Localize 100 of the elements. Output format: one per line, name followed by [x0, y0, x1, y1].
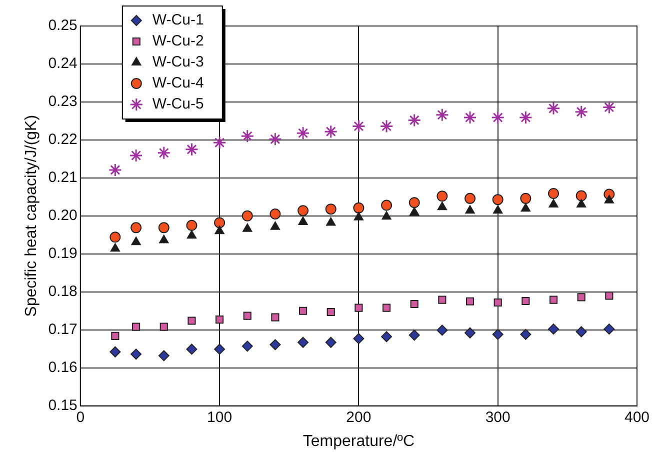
point [408, 197, 420, 208]
point [296, 126, 310, 140]
point [131, 236, 141, 246]
point [492, 328, 504, 340]
y-tick-label: 0.15 [48, 396, 78, 414]
point [438, 296, 446, 304]
x-tick-label: 300 [485, 408, 510, 426]
point [548, 188, 560, 199]
point [160, 322, 168, 331]
point [410, 300, 418, 308]
point [576, 199, 586, 208]
point [463, 110, 477, 124]
point [520, 192, 532, 204]
point [298, 205, 309, 216]
point [129, 148, 143, 162]
point [520, 203, 531, 212]
point [325, 336, 336, 348]
point [110, 232, 121, 243]
legend-label: W-Cu-1 [152, 12, 204, 29]
point [159, 234, 169, 244]
point [132, 322, 140, 331]
point [214, 344, 226, 355]
point [299, 306, 308, 315]
point [494, 298, 502, 307]
point [216, 316, 224, 324]
point [382, 211, 392, 220]
x-tick-label: 0 [76, 408, 85, 426]
point [549, 296, 558, 304]
point [522, 296, 530, 306]
point [158, 350, 170, 362]
x-tick-label: 400 [624, 408, 650, 426]
point [518, 110, 532, 124]
point [186, 344, 198, 355]
y-tick-label: 0.18 [48, 283, 78, 300]
y-tick-label: 0.16 [48, 358, 78, 376]
y-tick-label: 0.20 [48, 207, 78, 224]
x-axis-title: Temperature/ºC [302, 432, 415, 450]
point [546, 102, 560, 116]
point [380, 120, 394, 134]
point [186, 230, 197, 239]
point [212, 136, 226, 150]
y-tick-label: 0.17 [48, 320, 78, 338]
point [436, 190, 448, 202]
point [466, 297, 474, 306]
point [576, 326, 587, 338]
x-tick-label: 100 [207, 408, 232, 426]
point [605, 292, 614, 300]
point [268, 132, 282, 146]
point [158, 222, 170, 234]
point [576, 190, 587, 202]
point [408, 330, 420, 341]
point [354, 212, 364, 220]
point [214, 226, 224, 234]
point [382, 304, 391, 312]
point [270, 208, 281, 220]
point [548, 324, 560, 335]
point [491, 110, 505, 124]
legend-label: W-Cu-5 [152, 96, 204, 113]
point [326, 217, 336, 226]
point [243, 312, 252, 320]
point [435, 108, 449, 122]
point [354, 304, 363, 312]
y-tick-label: 0.21 [48, 169, 78, 186]
point [240, 129, 254, 143]
point [381, 200, 392, 211]
point [130, 222, 142, 234]
y-tick-label: 0.23 [48, 93, 78, 110]
point [298, 336, 309, 348]
legend-label: W-Cu-2 [152, 32, 204, 50]
point [184, 142, 198, 156]
point [298, 216, 308, 225]
point [188, 316, 196, 325]
x-tick-label: 200 [346, 408, 372, 426]
point [130, 348, 142, 360]
point [548, 199, 558, 208]
point [436, 324, 448, 336]
y-tick-label: 0.24 [48, 55, 78, 72]
point [410, 206, 420, 216]
point [352, 120, 366, 134]
point [604, 324, 615, 335]
point [353, 202, 364, 214]
point [157, 146, 171, 160]
point [270, 221, 280, 230]
point [324, 124, 338, 138]
point [381, 331, 392, 342]
point [108, 163, 122, 177]
point [242, 210, 253, 222]
point [186, 220, 198, 231]
point [214, 217, 226, 228]
y-tick-label: 0.19 [48, 245, 78, 262]
point [492, 194, 504, 206]
point [602, 100, 616, 114]
point [520, 328, 532, 340]
point [242, 340, 253, 352]
y-tick-label: 0.25 [48, 17, 78, 34]
point [577, 293, 586, 302]
point [242, 223, 252, 232]
legend-label: W-Cu-3 [152, 54, 204, 71]
point [326, 308, 335, 316]
point [110, 243, 120, 252]
